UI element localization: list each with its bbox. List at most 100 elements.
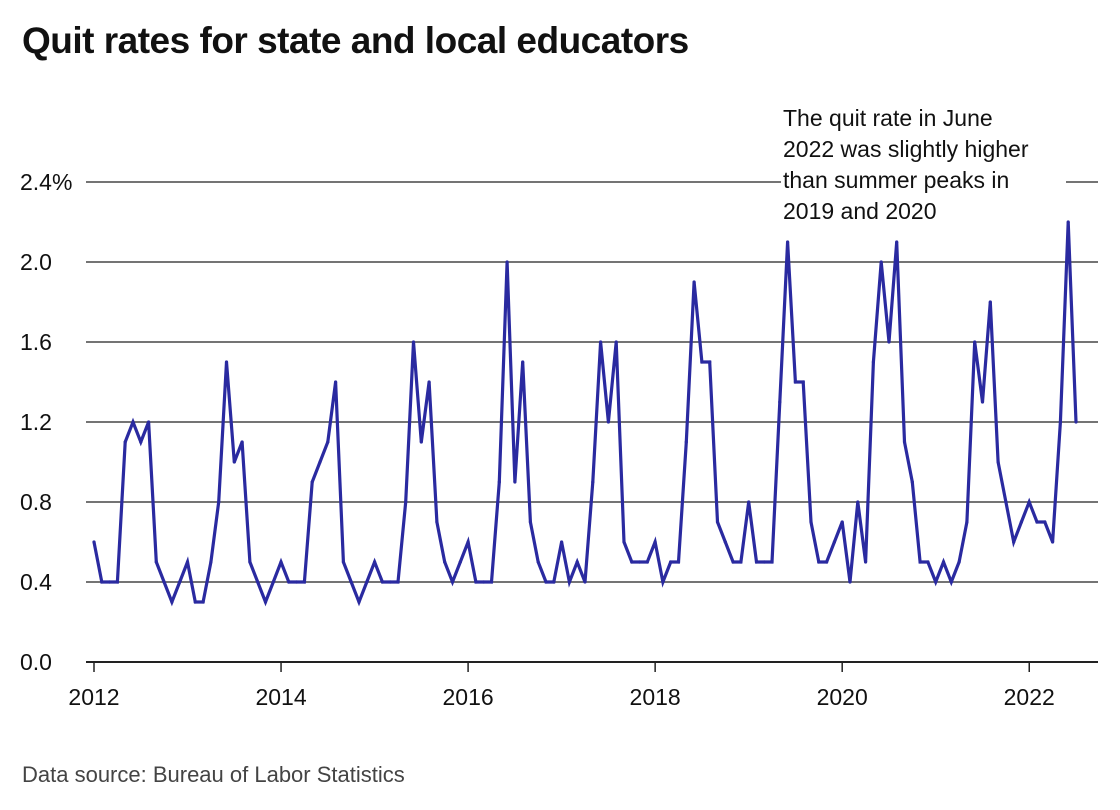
data-point (700, 360, 704, 364)
data-point (669, 560, 673, 564)
data-point (185, 560, 190, 564)
data-point (201, 600, 205, 604)
data-point (271, 580, 275, 584)
data-point (209, 560, 213, 564)
y-tick-label: 1.6 (20, 329, 52, 355)
data-point (786, 240, 790, 244)
data-point (513, 480, 517, 484)
data-point (1027, 500, 1031, 504)
data-point (115, 580, 119, 584)
data-point (482, 580, 486, 584)
data-point (123, 440, 127, 444)
data-point (1074, 420, 1078, 424)
data-point (887, 340, 891, 344)
data-point (302, 580, 306, 584)
y-tick-label: 0.8 (20, 489, 52, 515)
data-point (926, 560, 930, 564)
data-point (248, 560, 252, 564)
data-point (443, 560, 447, 564)
data-point (1019, 520, 1024, 524)
data-point (902, 440, 907, 444)
x-tick-label: 2012 (68, 684, 119, 710)
data-point (996, 460, 1000, 464)
y-tick-label: 2.4% (20, 169, 72, 195)
data-point (832, 540, 837, 544)
data-point (1035, 520, 1039, 524)
data-point (1051, 540, 1055, 544)
data-point (92, 540, 96, 544)
data-point (100, 580, 104, 584)
data-point (404, 500, 408, 504)
data-point (754, 560, 759, 564)
data-point (295, 580, 299, 584)
data-point (965, 520, 969, 524)
x-tick-label: 2014 (255, 684, 306, 710)
data-point (365, 580, 369, 584)
annotation-line-2: 2022 was slightly higher (783, 136, 1029, 162)
y-tick-label: 1.2 (20, 409, 52, 435)
data-point (941, 560, 946, 564)
data-point (723, 540, 727, 544)
data-point (910, 480, 914, 484)
data-point (162, 580, 166, 584)
data-point (326, 440, 330, 444)
data-point (871, 360, 876, 364)
data-point (396, 580, 400, 584)
data-point (567, 580, 572, 584)
data-point (708, 360, 712, 364)
data-point (606, 420, 611, 424)
x-tick-label: 2020 (817, 684, 868, 710)
data-point (489, 580, 494, 584)
data-point (536, 560, 540, 564)
data-point (762, 560, 766, 564)
data-point (949, 580, 953, 584)
data-point (505, 260, 509, 264)
data-point (973, 340, 977, 344)
data-point (825, 560, 829, 564)
x-tick-label: 2016 (443, 684, 494, 710)
data-point (676, 560, 681, 564)
data-point (770, 560, 774, 564)
data-point (840, 520, 844, 524)
data-point (552, 580, 556, 584)
data-point (638, 560, 642, 564)
data-point (411, 340, 416, 344)
grid-lines (86, 181, 1098, 663)
data-point (591, 480, 595, 484)
y-tick-label: 2.0 (20, 249, 52, 275)
data-point (856, 500, 860, 504)
data-point (1043, 520, 1047, 524)
data-point (864, 560, 868, 564)
annotation-line-3: than summer peaks in (783, 167, 1009, 193)
data-point (739, 560, 743, 564)
data-point (154, 560, 158, 564)
data-point (692, 280, 696, 284)
data-point (599, 340, 603, 344)
data-point (170, 600, 174, 604)
data-point (217, 500, 221, 504)
data-point (918, 560, 922, 564)
data-point (622, 540, 626, 544)
y-axis-ticks: 0.0 0.4 0.8 1.2 1.6 2.0 2.4% (20, 169, 72, 675)
data-point (224, 360, 229, 364)
data-point (583, 580, 587, 584)
data-point (474, 580, 478, 584)
data-point (1012, 540, 1016, 544)
data-point (715, 520, 720, 524)
data-point (879, 260, 883, 264)
data-point (661, 580, 665, 584)
annotation-background (781, 166, 1066, 234)
data-point (240, 440, 244, 444)
data-point (528, 520, 533, 524)
x-tick-label: 2022 (1004, 684, 1055, 710)
x-tick-label: 2018 (630, 684, 681, 710)
data-point (801, 380, 805, 384)
data-point (466, 540, 470, 544)
data-point (373, 560, 377, 564)
data-point (575, 560, 579, 564)
data-source-note: Data source: Bureau of Labor Statistics (22, 762, 405, 787)
data-point (310, 480, 314, 484)
y-tick-label: 0.0 (20, 649, 52, 675)
data-point (139, 440, 143, 444)
